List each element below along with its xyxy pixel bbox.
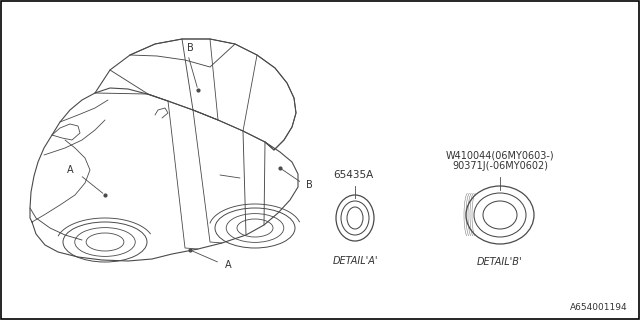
Text: A654001194: A654001194 <box>570 303 628 312</box>
Text: DETAIL'A': DETAIL'A' <box>332 256 378 266</box>
Text: W410044(06MY0603-): W410044(06MY0603-) <box>445 150 554 160</box>
Text: 90371J(-06MY0602): 90371J(-06MY0602) <box>452 161 548 171</box>
Text: A: A <box>225 260 232 270</box>
Text: DETAIL'B': DETAIL'B' <box>477 257 523 267</box>
Text: 65435A: 65435A <box>333 170 373 180</box>
Text: B: B <box>306 180 313 190</box>
Text: B: B <box>187 43 193 53</box>
Text: A: A <box>67 165 74 175</box>
